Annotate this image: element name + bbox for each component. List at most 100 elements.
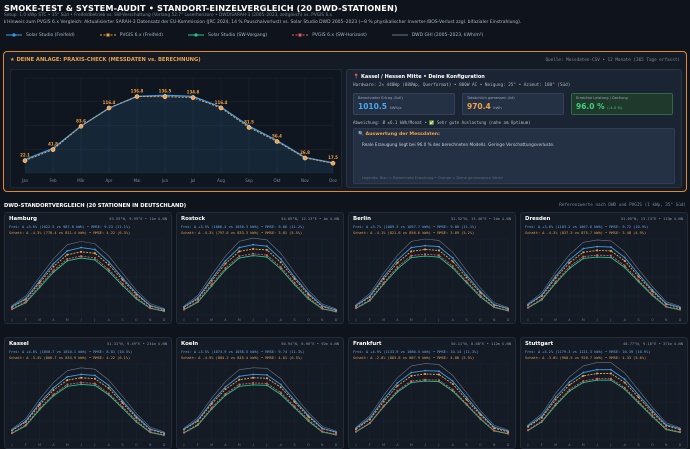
station-point	[307, 293, 310, 296]
station-point	[568, 259, 571, 261]
station-point	[307, 418, 310, 421]
station-point	[479, 291, 482, 294]
station-point	[527, 303, 529, 306]
station-point	[424, 380, 426, 382]
station-series-line	[183, 384, 337, 436]
station-point	[135, 416, 138, 419]
station-point	[554, 275, 557, 277]
station-point	[196, 423, 199, 426]
station-point	[637, 279, 640, 282]
station-point	[238, 246, 241, 249]
praxis-data-label: 22.1	[20, 153, 30, 158]
praxis-chart-svg: 22.1 41.8 83.6 116.4 136.8 136.5 134.8 116.4 81.…	[20, 77, 338, 183]
station-card[interactable]: Rostock 54.09°N, 12.13°E • 4m ü.NN Frei: Δ…	[176, 212, 344, 324]
station-point	[368, 298, 371, 301]
station-point	[66, 385, 69, 388]
station-point	[479, 413, 482, 416]
station-point	[554, 396, 557, 399]
station-point	[651, 293, 654, 295]
station-card[interactable]: Hamburg 53.55°N, 9.99°E • 11m ü.NN Frei: Δ…	[4, 212, 172, 324]
station-point	[279, 383, 282, 386]
station-point	[424, 369, 426, 372]
station-point	[527, 306, 529, 309]
station-point	[107, 268, 110, 271]
station-tick-label: D	[679, 443, 682, 447]
station-point	[396, 382, 399, 384]
station-tick-label: A	[624, 318, 627, 322]
praxis-tick-label: Jun	[161, 178, 169, 183]
station-point	[368, 417, 371, 420]
station-tick-label: O	[135, 443, 138, 447]
station-series-line	[355, 380, 509, 435]
station-tick-label: A	[108, 318, 111, 322]
station-point	[238, 375, 241, 378]
legend-swatch-0	[6, 33, 22, 37]
station-point	[382, 281, 385, 284]
station-point	[637, 400, 640, 403]
station-series-line	[183, 237, 337, 310]
station-tick-label: A	[52, 318, 55, 322]
station-point	[135, 292, 138, 295]
station-point	[24, 420, 27, 422]
page-subtitle: Setup: 1.0 kWp STC • 35° Süd • Freifeldb…	[4, 13, 333, 18]
station-point	[568, 384, 571, 386]
station-point	[149, 431, 152, 433]
station-schatt-stats: Schatt: Δ -4.3% (776.4 vs 811.4 kWh) • R…	[9, 231, 131, 235]
station-point	[321, 307, 324, 310]
station-tick-label: J	[527, 318, 529, 322]
station-point	[382, 404, 385, 407]
station-tick-label: A	[568, 443, 571, 447]
station-card[interactable]: Frankfurt 50.11°N, 8.68°E • 112m ü.NN Frei…	[348, 337, 516, 449]
station-point	[121, 400, 124, 402]
praxis-line-ist	[24, 96, 334, 164]
station-point	[368, 422, 371, 424]
station-meta: 50.11°N, 8.68°E • 112m ü.NN	[451, 342, 511, 346]
station-point	[623, 259, 626, 262]
station-point	[252, 382, 254, 384]
praxis-point-ist	[302, 155, 308, 161]
station-card[interactable]: Koeln 50.94°N, 6.96°E • 92m ü.NN Frei: Δ +…	[176, 337, 344, 449]
station-point	[183, 306, 185, 308]
station-point	[438, 373, 440, 376]
station-meta: 50.94°N, 6.96°E • 92m ü.NN	[281, 342, 339, 346]
station-point	[651, 415, 654, 418]
station-card[interactable]: Stuttgart 48.77°N, 9.18°E • 371m ü.NN Frei…	[520, 337, 688, 449]
station-schatt-stats: Schatt: Δ -4.1% (821.6 vs 856.6 kWh) • R…	[353, 231, 475, 235]
station-point	[568, 265, 571, 268]
station-tick-label: A	[568, 318, 571, 322]
station-point	[582, 381, 585, 384]
station-tick-label: F	[25, 318, 27, 322]
station-point	[135, 293, 138, 296]
station-point	[424, 253, 426, 256]
station-meta: 52.52°N, 13.40°E • 34m ü.NN	[451, 217, 511, 221]
station-card[interactable]: Kassel 51.31°N, 9.49°E • 231m ü.NN Frei: Δ…	[4, 337, 172, 449]
station-point	[196, 297, 199, 299]
station-point	[52, 271, 55, 274]
station-point	[307, 296, 310, 299]
station-point	[679, 308, 681, 311]
station-schatt-stats: Schatt: Δ -3.4% (806.7 vs 834.9 kWh) • R…	[9, 356, 131, 360]
praxis-chart[interactable]: 22.1 41.8 83.6 116.4 136.8 136.5 134.8 116.4 81.…	[10, 69, 342, 188]
station-point	[679, 427, 681, 430]
station-point	[596, 249, 598, 252]
station-point	[637, 275, 640, 278]
station-point	[80, 383, 82, 386]
analysis-title: 🔍 Auswertung der Messdaten:	[358, 132, 440, 137]
station-point	[554, 277, 557, 279]
station-card[interactable]: Dresden 51.05°N, 13.74°E • 113m ü.NN Frei:…	[520, 212, 688, 324]
station-point	[94, 257, 96, 259]
station-point	[38, 402, 41, 404]
station-point	[66, 375, 69, 378]
station-point	[540, 297, 543, 300]
station-point	[80, 246, 82, 249]
station-tick-label: A	[280, 443, 283, 447]
kpi-ist-value: 970.4 kWh	[467, 102, 502, 111]
station-card[interactable]: Berlin 52.52°N, 13.40°E • 34m ü.NN Frei: Δ…	[348, 212, 516, 324]
station-tick-label: M	[238, 443, 241, 447]
station-tick-label: F	[369, 318, 371, 322]
station-tick-label: J	[265, 318, 267, 322]
station-point	[224, 393, 227, 395]
station-tick-label: O	[307, 318, 310, 322]
station-point	[279, 261, 282, 264]
